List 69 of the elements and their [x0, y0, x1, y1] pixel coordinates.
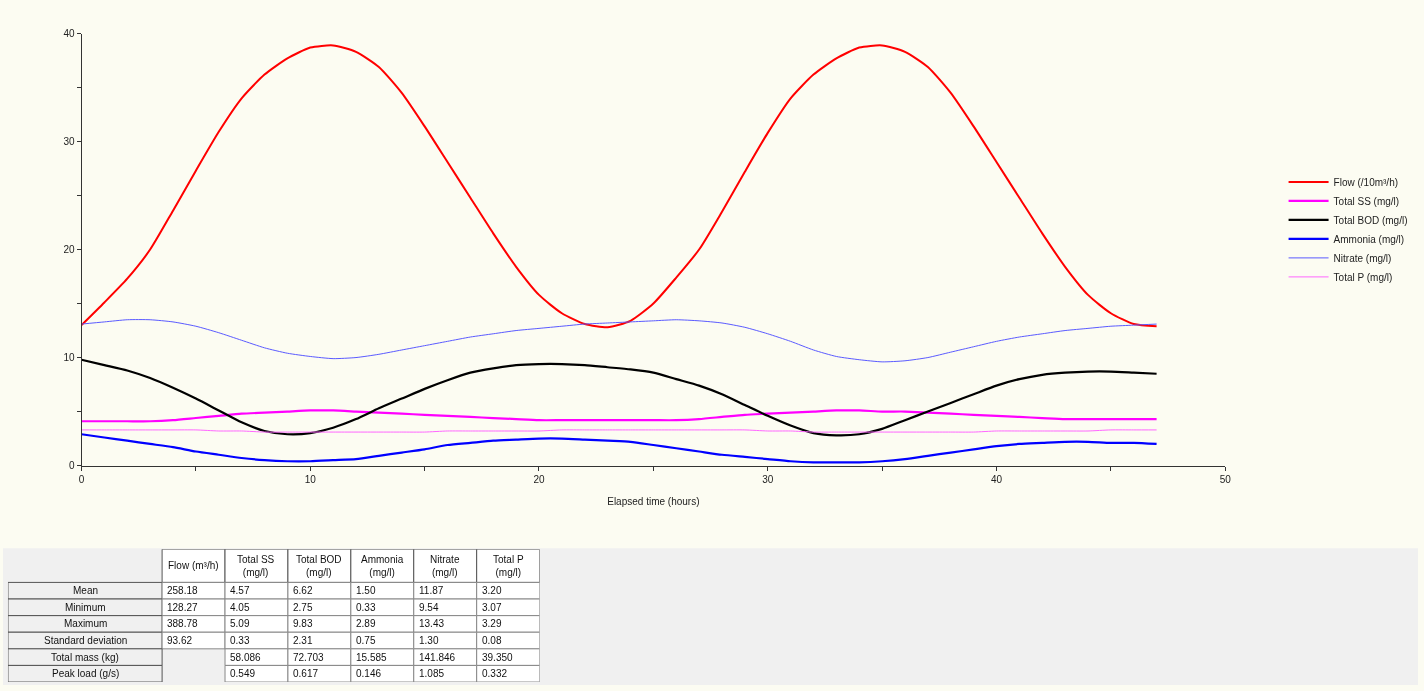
x-tick-label: 10 [304, 473, 317, 485]
text: 0.33 [356, 602, 376, 613]
y-tick-label: 30 [63, 136, 75, 148]
category-label: Maximum [64, 618, 108, 629]
text: 388.78 [167, 618, 198, 629]
category-label: Nitrate (mg/l) [430, 554, 460, 578]
text: 1.30 [419, 635, 439, 646]
text: 258.18 [167, 585, 198, 596]
y-tick-label: 40 [63, 28, 75, 40]
legend-label: Total BOD (mg/l) [1333, 214, 1408, 226]
text: 0.33 [230, 635, 250, 646]
text: 0.75 [356, 635, 376, 646]
text: 13.43 [419, 618, 445, 629]
line-series [81, 409, 1158, 423]
y-tick-label: 10 [63, 352, 75, 364]
legend-label: Total P (mg/l) [1333, 271, 1393, 283]
category-label: Minimum [65, 602, 106, 613]
text: 3.20 [482, 585, 502, 596]
text: 2.89 [356, 618, 376, 629]
y-tick-label: 0 [68, 460, 75, 472]
text: 128.27 [167, 602, 198, 613]
text: 4.57 [230, 585, 250, 596]
x-tick-label: 20 [533, 473, 545, 485]
text: 4.05 [230, 602, 250, 613]
category-label: Total SS (mg/l) [237, 554, 275, 578]
text: 11.87 [419, 585, 444, 596]
category-label: Total BOD (mg/l) [296, 554, 342, 578]
category-label: Flow (m³/h) [168, 560, 219, 571]
text: 9.83 [293, 618, 313, 629]
text: 2.31 [293, 635, 313, 646]
x-axis-title: Elapsed time (hours) [607, 496, 700, 508]
x-tick-label: 40 [990, 473, 1003, 485]
text: 3.29 [482, 618, 502, 629]
category-label: Mean [73, 585, 99, 596]
text: 1.085 [419, 668, 445, 679]
text: 1.50 [356, 585, 376, 596]
category-label: Ammonia (mg/l) [361, 554, 404, 578]
text: 2.75 [293, 602, 313, 613]
line-series [81, 44, 1158, 329]
category-label: Total mass (kg) [51, 652, 119, 663]
text: 39.350 [482, 652, 513, 663]
text: 15.585 [356, 652, 387, 663]
text: 141.846 [419, 652, 456, 663]
y-tick-label: 20 [63, 244, 75, 256]
text: 0.08 [482, 635, 502, 646]
text: 3.07 [482, 602, 502, 613]
text: 5.09 [230, 618, 250, 629]
legend-label: Total SS (mg/l) [1333, 195, 1400, 207]
line-series [81, 358, 1158, 437]
text: 0.549 [230, 668, 256, 679]
category-label: Peak load (g/s) [52, 668, 120, 679]
text: 58.086 [230, 652, 261, 663]
text: 0.146 [356, 668, 382, 679]
legend-label: Ammonia (mg/l) [1333, 233, 1405, 245]
text: 72.703 [293, 652, 324, 663]
x-tick-label: 50 [1219, 473, 1232, 485]
text: 6.62 [293, 585, 313, 596]
category-label: Total P (mg/l) [493, 554, 524, 578]
category-label: Standard deviation [44, 635, 128, 646]
line-series [81, 433, 1158, 464]
legend-label: Nitrate (mg/l) [1333, 252, 1392, 264]
text: 0.332 [482, 668, 508, 679]
text: 0.617 [293, 668, 319, 679]
line-series [81, 319, 1158, 363]
legend-label: Flow (/10m³/h) [1333, 176, 1399, 188]
text: 9.54 [419, 602, 439, 613]
x-tick-label: 30 [762, 473, 774, 485]
text: 93.62 [167, 635, 193, 646]
x-tick-label: 0 [78, 473, 85, 485]
